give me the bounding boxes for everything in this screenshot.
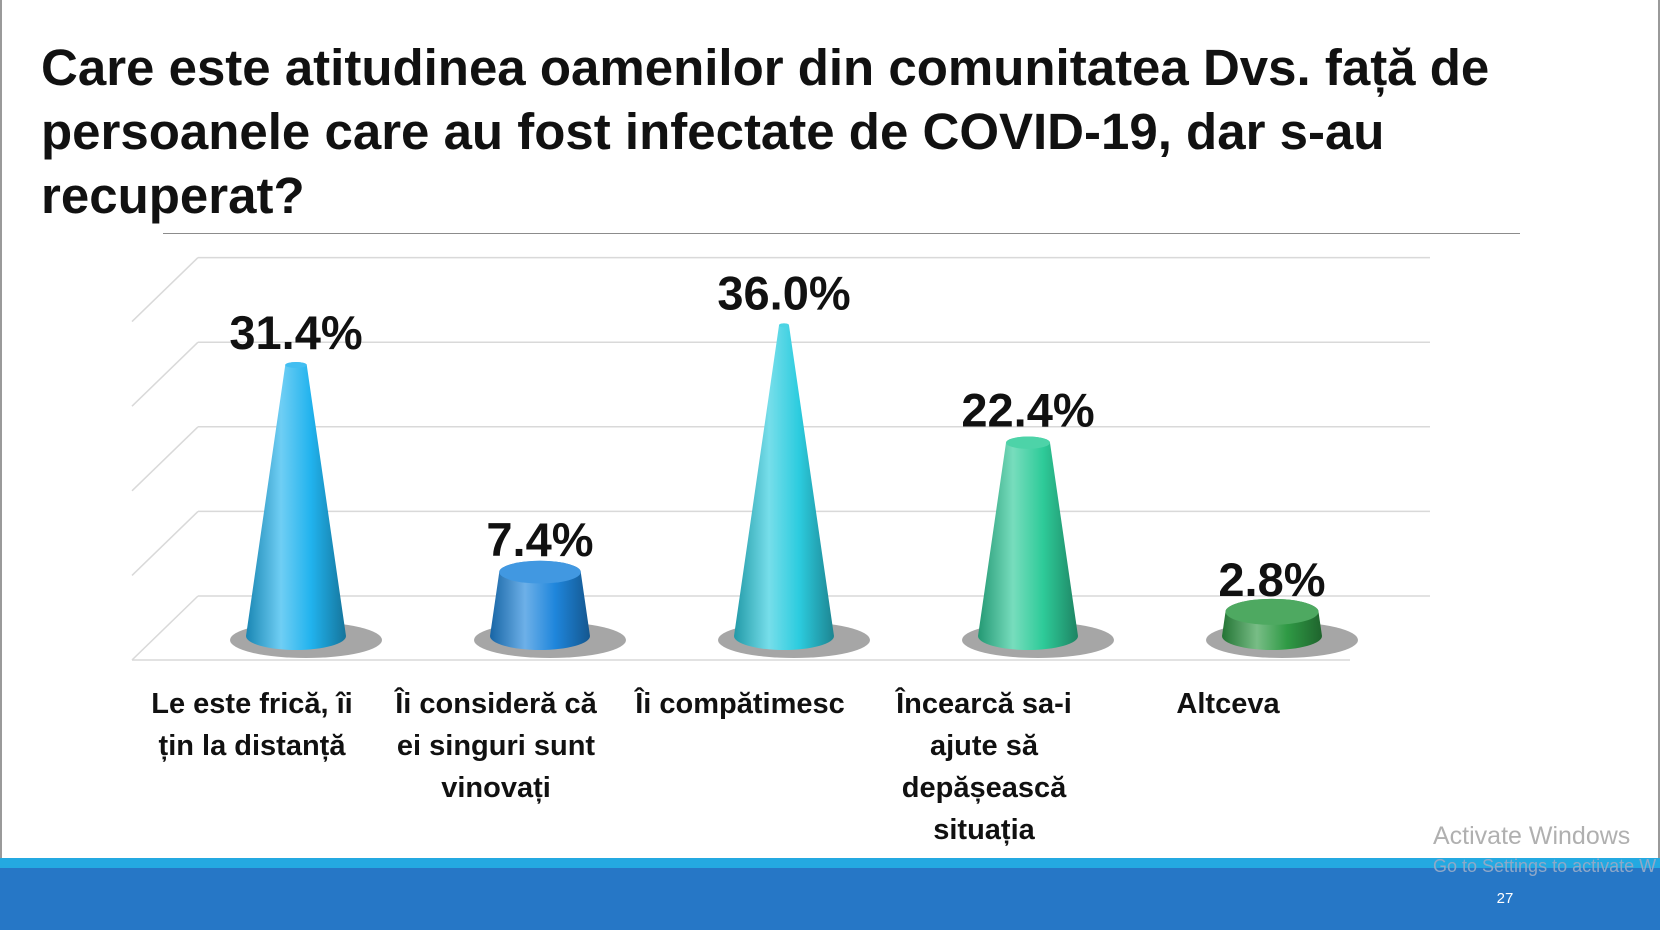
chart-data-labels: 31.4% 7.4% 36.0% 22.4% 2.8% bbox=[229, 266, 1325, 605]
category-label: Îi consideră că ei singuri sunt vinovați bbox=[376, 683, 616, 809]
slide-right-border bbox=[1658, 0, 1660, 858]
activation-watermark-subtitle: Go to Settings to activate W bbox=[1433, 856, 1657, 876]
category-label-line: Încearcă sa-i bbox=[896, 688, 1072, 720]
gridline-side bbox=[131, 257, 199, 323]
gridline-side bbox=[131, 595, 199, 661]
cone-body bbox=[490, 560, 590, 650]
data-label: 2.8% bbox=[1218, 553, 1325, 606]
cone-body bbox=[734, 323, 834, 650]
cone-5 bbox=[1206, 598, 1358, 658]
category-label-line: ajute să bbox=[930, 730, 1038, 762]
category-label-line: Le este frică, îi bbox=[151, 688, 353, 720]
cone-4 bbox=[962, 436, 1114, 658]
gridline-side bbox=[131, 341, 199, 407]
category-label: Încearcă sa-i ajute să depășească situația bbox=[864, 683, 1104, 851]
data-label: 22.4% bbox=[961, 384, 1094, 437]
category-label: Le este frică, îi țin la distanță bbox=[132, 683, 372, 767]
category-label-line: țin la distanță bbox=[158, 730, 346, 762]
slide-left-border bbox=[0, 0, 2, 858]
category-label-line: situația bbox=[933, 814, 1035, 846]
data-label: 31.4% bbox=[229, 306, 362, 359]
data-label: 36.0% bbox=[717, 266, 850, 319]
category-label-line: depășească bbox=[901, 772, 1067, 804]
category-label-line: Îi compătimesc bbox=[635, 688, 845, 720]
cone-1 bbox=[230, 362, 382, 658]
cone-body bbox=[978, 436, 1078, 650]
page-number: 27 bbox=[1496, 890, 1514, 907]
cone-body bbox=[246, 362, 346, 650]
footer-bar bbox=[0, 868, 1660, 930]
category-label-line: Îi consideră că bbox=[395, 688, 597, 720]
category-label: Altceva bbox=[1108, 683, 1348, 725]
chart-cones bbox=[230, 323, 1358, 658]
category-label-line: ei singuri sunt bbox=[396, 730, 596, 762]
cone-top bbox=[1006, 436, 1050, 449]
category-label-line: Altceva bbox=[1176, 688, 1280, 720]
activation-watermark-title: Activate Windows bbox=[1433, 822, 1631, 850]
cone-top bbox=[1225, 598, 1319, 625]
category-label-line: vinovați bbox=[441, 772, 551, 804]
cone-top bbox=[779, 323, 789, 328]
gridline-side bbox=[131, 426, 199, 492]
title-divider bbox=[163, 233, 1520, 234]
cone-top bbox=[499, 560, 581, 584]
data-label: 7.4% bbox=[486, 513, 593, 566]
slide-title: Care este atitudinea oamenilor din comun… bbox=[41, 39, 1490, 224]
cone-top bbox=[285, 362, 307, 369]
category-label: Îi compătimesc bbox=[620, 683, 860, 725]
cone-3 bbox=[718, 323, 870, 658]
footer-accent-stripe bbox=[0, 858, 1660, 868]
gridline-side bbox=[131, 510, 199, 576]
cone-2 bbox=[474, 560, 626, 658]
